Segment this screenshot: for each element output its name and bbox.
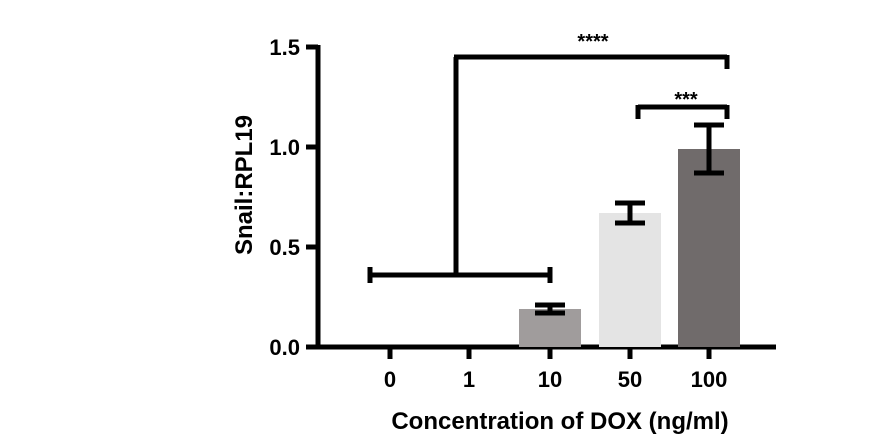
y-tick-label: 0.5 [269, 235, 300, 260]
x-tick-label: 0 [384, 367, 396, 392]
y-tick-label: 1.0 [269, 135, 300, 160]
significance-label: **** [577, 31, 608, 53]
x-tick-label: 50 [618, 367, 642, 392]
y-tick-label: 0.0 [269, 335, 300, 360]
x-axis-title: Concentration of DOX (ng/ml) [391, 408, 728, 435]
x-tick-label: 100 [691, 367, 728, 392]
bars [519, 149, 740, 347]
y-axis-title: Snail:RPL19 [231, 115, 258, 255]
bar-100 [678, 149, 740, 347]
x-tick-label: 1 [463, 367, 475, 392]
x-tick-label: 10 [538, 367, 562, 392]
bar-50 [599, 213, 661, 347]
significance-brackets: ******* [367, 31, 730, 283]
x-axis: 0 1 10 50 100 [316, 344, 776, 392]
y-tick-label: 1.5 [269, 35, 300, 60]
y-axis: 0.0 0.5 1.0 1.5 [269, 35, 321, 360]
error-bars [535, 122, 724, 316]
significance-label: *** [674, 89, 698, 111]
